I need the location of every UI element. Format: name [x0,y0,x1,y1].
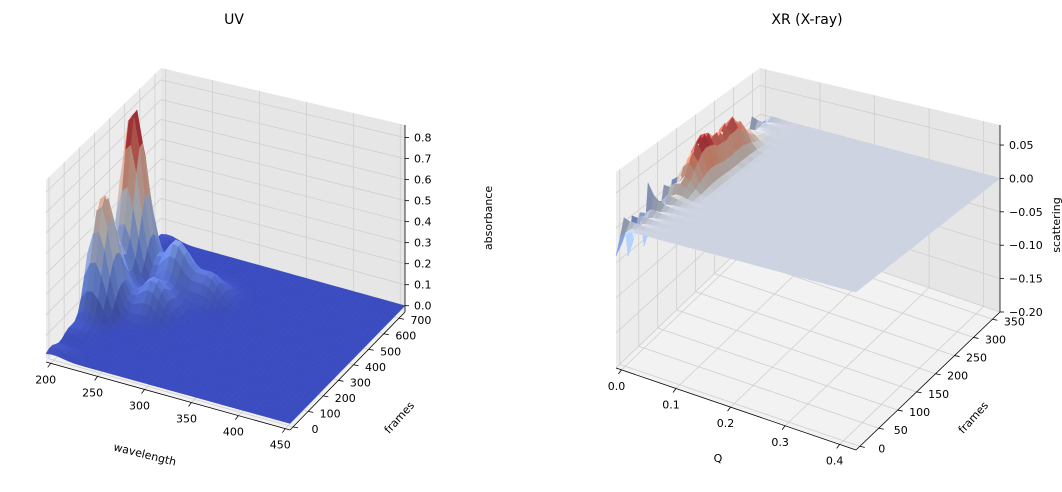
x-axis-line [615,367,857,451]
z-tick-label: −0.20 [1009,306,1043,319]
x-tick-mark [727,406,731,412]
z-tick-label: 0.05 [1009,139,1034,152]
y-tick-mark [954,355,960,357]
x-tick-label: 0.1 [662,399,680,412]
y-tick-mark [897,409,903,412]
surface [45,109,406,424]
surface-patch [615,232,626,257]
z-tick-label: 0.1 [414,279,432,292]
x-axis-label: Q [714,452,723,465]
y-tick-label: 100 [909,406,930,419]
y-tick-label: 350 [1004,315,1025,328]
z-tick-label: 0.0 [414,300,432,313]
surface [615,116,1001,293]
x-tick-mark [141,389,145,394]
x-tick-label: 450 [270,439,291,452]
x-tick-label: 350 [176,413,197,426]
z-tick-label: 0.7 [414,153,432,166]
surface-patch [45,348,56,355]
y-tick-mark [992,318,998,321]
x-tick-label: 250 [82,386,103,399]
y-tick-mark [353,364,359,367]
x-axis-line [45,361,291,431]
y-tick-mark [368,348,374,351]
x-tick-label: 0.2 [717,417,735,430]
z-tick-label: 0.5 [414,195,432,208]
y-tick-mark [859,445,865,448]
axes [45,125,406,431]
z-axis-label: absorbance [482,186,495,250]
y-tick-mark [383,333,389,336]
x-tick-mark [672,388,677,393]
x-tick-mark [47,363,52,368]
y-tick-mark [935,373,941,376]
y-tick-mark [323,395,329,398]
y-tick-mark [398,317,405,320]
y-axis-line [855,311,1001,451]
y-axis-line [289,311,406,431]
z-tick-label: −0.05 [1009,206,1043,219]
y-axis-label: frames [382,399,418,436]
y-tick-mark [338,379,344,382]
x-tick-mark [281,428,286,433]
x-tick-label: 200 [35,373,56,386]
y-tick-label: 0 [878,442,885,455]
y-tick-mark [916,391,922,394]
z-axis-label: scattering [1050,197,1062,252]
y-tick-label: 200 [947,370,968,383]
y-tick-label: 400 [365,361,386,374]
x-tick-mark [618,369,622,375]
y-tick-label: 600 [395,330,416,343]
y-tick-label: 50 [894,424,908,437]
y-tick-label: 100 [320,407,341,420]
floor-pane [616,230,1000,450]
x-tick-label: 0.4 [826,454,844,467]
y-tick-label: 700 [410,314,431,327]
axes [615,125,1001,451]
y-tick-mark [878,427,884,430]
y-tick-label: 500 [380,345,401,358]
y-tick-label: 0 [312,423,319,436]
x-tick-mark [836,444,840,449]
x-tick-label: 0.3 [771,436,789,449]
chart-title: UV [224,12,244,28]
x-axis-label: wavelength [112,441,177,469]
y-tick-label: 300 [985,333,1006,346]
z-tick-label: −0.10 [1009,239,1043,252]
z-tick-label: 0.6 [414,174,432,187]
z-tick-label: −0.15 [1009,273,1043,286]
x-tick-label: 400 [223,426,244,439]
y-tick-label: 150 [928,388,949,401]
chart-title: XR (X-ray) [771,12,842,28]
y-axis-label: frames [956,399,992,436]
z-tick-label: 0.00 [1009,172,1034,185]
x-tick-label: 300 [129,399,150,412]
z-tick-label: 0.4 [414,216,432,229]
y-tick-label: 300 [350,376,371,389]
x-tick-mark [188,402,192,407]
x-tick-mark [781,425,786,431]
y-tick-label: 250 [966,352,987,365]
y-tick-mark [308,410,314,413]
x-tick-label: 0.0 [608,380,626,393]
y-tick-mark [973,337,979,339]
y-tick-mark [292,426,299,429]
y-tick-label: 200 [335,392,356,405]
x-tick-mark [94,376,98,381]
z-tick-label: 0.8 [414,132,432,145]
z-tick-label: 0.3 [414,237,432,250]
x-tick-mark [235,415,239,420]
z-tick-label: 0.2 [414,258,432,271]
